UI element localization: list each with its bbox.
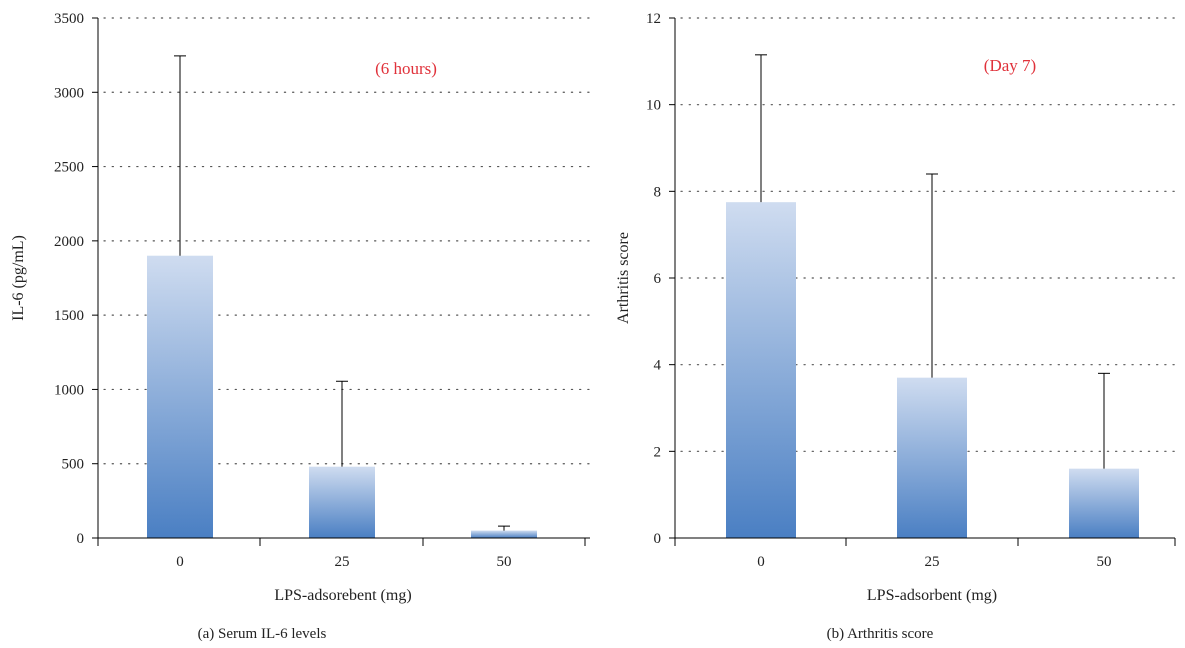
y-tick-label-3500: 3500 — [54, 11, 84, 27]
y-tick-label-2000: 2000 — [54, 234, 84, 250]
y-tick-label-3000: 3000 — [54, 85, 84, 101]
y-tick-label-0: 0 — [77, 531, 85, 547]
bar-25 — [309, 466, 375, 538]
y-tick-label-1500: 1500 — [54, 308, 84, 324]
chart-panel-serum-il6: 0 500 1000 1500 2000 2500 3000 3500 0 25 50 IL-6 … — [10, 11, 591, 642]
bars — [147, 255, 537, 538]
y-tick-label-10: 10 — [646, 98, 661, 114]
annotation-day-7: (Day 7) — [984, 56, 1036, 75]
bar-0 — [147, 255, 213, 538]
y-tick-label-2500: 2500 — [54, 160, 84, 176]
x-tick-label-0: 0 — [757, 554, 765, 570]
bar-0 — [726, 202, 796, 538]
annotation-6-hours: (6 hours) — [375, 59, 437, 78]
y-axis-label: Arthritis score — [615, 232, 632, 324]
chart-panel-arthritis-score: 0 2 4 6 8 10 12 0 25 50 Arthritis score LPS-adso… — [615, 11, 1176, 642]
x-tick-label-50: 50 — [1097, 554, 1112, 570]
axes — [669, 17, 1176, 546]
x-axis-label: LPS-adsorbent (mg) — [867, 587, 997, 604]
caption-a: (a) Serum IL-6 levels — [198, 626, 327, 642]
bar-25 — [897, 377, 967, 538]
error-bars — [174, 55, 510, 531]
axes — [92, 17, 590, 546]
error-bars — [755, 54, 1110, 469]
x-tick-label-25: 25 — [925, 554, 940, 570]
bars — [726, 202, 1139, 538]
y-tick-label-12: 12 — [646, 11, 661, 27]
y-tick-labels: 0 500 1000 1500 2000 2500 3000 3500 — [54, 11, 84, 547]
x-tick-label-50: 50 — [497, 554, 512, 570]
x-tick-label-25: 25 — [335, 554, 350, 570]
y-tick-labels: 0 2 4 6 8 10 12 — [646, 11, 662, 547]
y-tick-label-500: 500 — [62, 457, 85, 473]
x-tick-labels: 0 25 50 — [176, 554, 511, 570]
y-tick-label-2: 2 — [654, 444, 662, 460]
x-tick-label-0: 0 — [176, 554, 184, 570]
caption-b: (b) Arthritis score — [827, 626, 934, 642]
x-axis-label: LPS-adsorebent (mg) — [274, 587, 411, 604]
y-tick-label-0: 0 — [654, 531, 662, 547]
y-tick-label-6: 6 — [654, 271, 662, 287]
bar-50 — [471, 530, 537, 538]
y-tick-label-8: 8 — [654, 184, 662, 200]
y-tick-label-1000: 1000 — [54, 382, 84, 398]
bar-50 — [1069, 468, 1139, 538]
y-axis-label: IL-6 (pg/mL) — [10, 235, 27, 321]
x-tick-labels: 0 25 50 — [757, 554, 1111, 570]
y-tick-label-4: 4 — [654, 358, 662, 374]
